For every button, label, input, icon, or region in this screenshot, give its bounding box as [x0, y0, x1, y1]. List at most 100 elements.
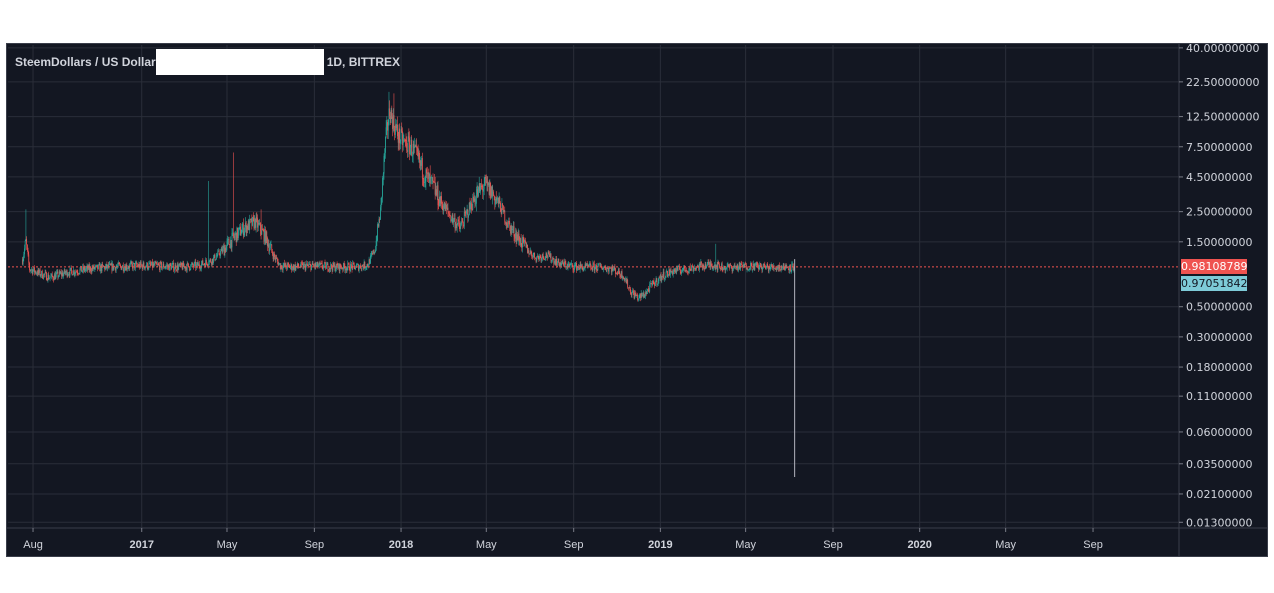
candle-body: [458, 219, 459, 222]
candle-body: [502, 203, 504, 206]
candle-body: [524, 240, 526, 244]
candle-body: [365, 267, 366, 269]
candle-body: [260, 231, 262, 235]
candle-body: [753, 263, 755, 270]
candle-body: [75, 271, 77, 274]
candle-body: [636, 295, 638, 296]
candle-body: [211, 258, 213, 265]
candle-body: [137, 265, 138, 267]
candle-body: [313, 265, 315, 266]
price-chart[interactable]: 40.00000000 22.50000000 12.50000000 7.50000…: [7, 44, 1267, 556]
candle-body: [745, 263, 747, 265]
candle-body: [271, 244, 273, 252]
candle-body: [63, 273, 64, 277]
candle-body: [569, 264, 570, 266]
candle-body: [213, 257, 214, 263]
candle-body: [400, 129, 402, 142]
candle-body: [240, 226, 241, 236]
candle-body: [623, 277, 625, 280]
candle-body: [656, 278, 658, 285]
candle-body: [790, 270, 792, 272]
candle-body: [141, 264, 143, 266]
candle-body: [750, 262, 752, 264]
candle-body: [92, 267, 94, 270]
candle-body: [762, 263, 764, 268]
candle-body: [221, 248, 223, 253]
candle-body: [554, 261, 556, 265]
candle-body: [308, 263, 310, 265]
candle-body: [218, 250, 220, 255]
candle-body: [743, 264, 744, 268]
candle-body: [435, 189, 437, 195]
x-tick-label: May: [217, 539, 238, 551]
candle-body: [499, 197, 501, 203]
candle-body: [739, 262, 741, 269]
candle-body: [546, 256, 548, 258]
candle-body: [519, 239, 521, 245]
candle-body: [269, 245, 271, 249]
candle-body: [654, 283, 656, 287]
candle-body: [134, 263, 136, 269]
candle-body: [641, 292, 643, 297]
candle-body: [717, 262, 719, 270]
candle-body: [283, 263, 285, 266]
candle-body: [224, 247, 226, 256]
candle-body: [507, 225, 509, 227]
candle-body: [690, 269, 692, 271]
candle-body: [699, 263, 700, 270]
candle-body: [774, 268, 776, 270]
candle-body: [226, 241, 228, 246]
candle-body: [662, 276, 663, 277]
candle-body: [557, 258, 559, 263]
candle-body: [235, 232, 236, 236]
candle-body: [390, 110, 392, 123]
candle-body: [408, 136, 410, 139]
candle-body: [482, 186, 484, 192]
candle-body: [380, 207, 381, 220]
candle-body: [666, 270, 668, 273]
candle-body: [525, 243, 527, 248]
candle-body: [343, 263, 345, 267]
candle-body: [176, 264, 178, 271]
candle-body: [542, 254, 543, 259]
candle-body: [564, 261, 566, 264]
candle-body: [65, 272, 67, 274]
candle-body: [374, 251, 376, 254]
candle-body: [259, 222, 261, 232]
candle-body: [547, 252, 549, 258]
candle-body: [768, 266, 770, 272]
candle-body: [530, 250, 532, 254]
candle-body: [436, 189, 437, 196]
candle-body: [75, 271, 77, 273]
candle-body: [255, 216, 257, 228]
candle-body: [266, 231, 268, 238]
candle-body: [744, 263, 746, 267]
candle-body: [415, 145, 417, 147]
candle-body: [26, 244, 28, 251]
candle-body: [126, 264, 128, 269]
candle-body: [490, 186, 492, 199]
candle-body: [508, 221, 510, 223]
candle-body: [588, 265, 590, 267]
candle-body: [397, 124, 398, 137]
candle-body: [215, 259, 217, 261]
candle-body: [132, 264, 133, 269]
candle-body: [328, 270, 329, 272]
candle-body: [438, 205, 440, 207]
candle-body: [521, 245, 523, 248]
candle-body: [734, 265, 736, 267]
candle-body: [43, 273, 45, 275]
candle-body: [118, 262, 120, 265]
candle-body: [505, 222, 507, 224]
y-tick-label: 2.50000000: [1186, 206, 1252, 219]
candle-body: [127, 268, 128, 269]
candle-body: [404, 140, 406, 141]
candle-body: [105, 264, 107, 267]
candle-body: [259, 222, 261, 225]
candle-body: [745, 264, 747, 270]
candle-body: [752, 269, 754, 271]
candle-body: [527, 250, 529, 253]
candle-body: [257, 223, 259, 228]
candle-body: [507, 221, 509, 227]
candle-body: [387, 122, 388, 131]
